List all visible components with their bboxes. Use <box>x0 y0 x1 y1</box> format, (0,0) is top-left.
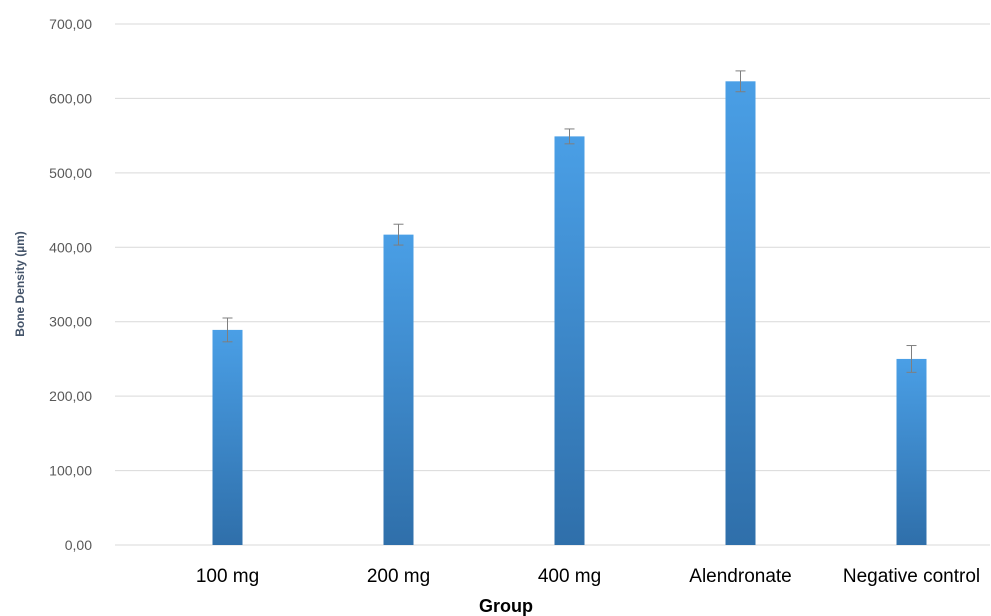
gridlines <box>115 23 990 546</box>
y-tick-label: 200,00 <box>49 388 92 404</box>
error-bars <box>222 70 917 373</box>
bar <box>896 358 927 545</box>
x-category-label: 200 mg <box>367 566 430 587</box>
y-tick-labels: 0,00 100,00 200,00 300,00 400,00 500,00 600,00… <box>49 16 92 553</box>
y-tick-label: 700,00 <box>49 16 92 32</box>
x-category-label: 400 mg <box>538 566 601 587</box>
y-tick-label: 0,00 <box>65 537 92 553</box>
y-tick-label: 600,00 <box>49 90 92 106</box>
y-tick-label: 400,00 <box>49 239 92 255</box>
bars <box>212 81 927 545</box>
x-axis-title: Group <box>479 596 533 616</box>
y-axis-title: Bone Density (µm) <box>13 231 27 337</box>
y-tick-label: 500,00 <box>49 165 92 181</box>
y-tick-label: 100,00 <box>49 463 92 479</box>
y-tick-label: 300,00 <box>49 314 92 330</box>
bar <box>725 81 756 545</box>
bar <box>212 329 243 545</box>
x-category-label: Negative control <box>843 566 980 587</box>
x-category-label: 100 mg <box>196 566 259 587</box>
x-category-label: Alendronate <box>689 566 791 587</box>
x-category-labels: 100 mg 200 mg 400 mg Alendronate Negative co… <box>196 566 980 587</box>
bar <box>554 136 585 545</box>
bar <box>383 234 414 545</box>
